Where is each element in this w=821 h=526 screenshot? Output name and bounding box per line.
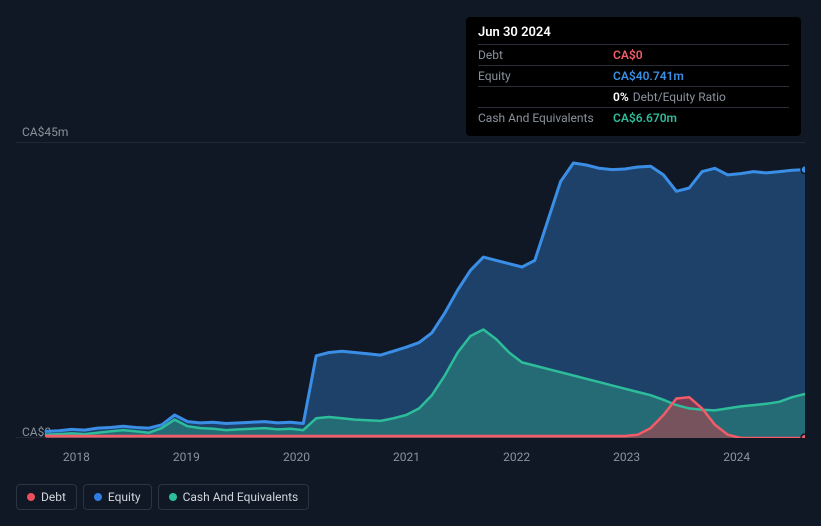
tooltip-row-value: CA$6.670m bbox=[613, 111, 677, 125]
tooltip-row: 0% Debt/Equity Ratio bbox=[478, 86, 789, 107]
x-axis-tick: 2022 bbox=[503, 450, 530, 464]
legend-dot-icon bbox=[169, 493, 177, 501]
legend-item-cash-and-equivalents[interactable]: Cash And Equivalents bbox=[158, 484, 310, 510]
x-axis-tick: 2020 bbox=[283, 450, 310, 464]
x-axis-tick: 2021 bbox=[393, 450, 420, 464]
x-axis-tick: 2024 bbox=[723, 450, 750, 464]
legend-item-equity[interactable]: Equity bbox=[83, 484, 152, 510]
tooltip-row: DebtCA$0 bbox=[478, 44, 789, 65]
x-axis-tick: 2019 bbox=[173, 450, 200, 464]
y-axis-max-label: CA$45m bbox=[22, 125, 68, 139]
legend-item-label: Equity bbox=[108, 490, 141, 504]
legend-item-label: Debt bbox=[41, 490, 66, 504]
tooltip-row-label bbox=[478, 90, 613, 104]
tooltip-row-sublabel: Debt/Equity Ratio bbox=[633, 90, 726, 104]
tooltip-row-label: Debt bbox=[478, 48, 613, 62]
tooltip-date: Jun 30 2024 bbox=[478, 25, 789, 44]
tooltip-row-value: CA$0 bbox=[613, 48, 643, 62]
debt-equity-chart bbox=[16, 142, 805, 438]
legend-dot-icon bbox=[27, 493, 35, 501]
tooltip-row-value: CA$40.741m bbox=[613, 69, 684, 83]
x-axis-tick: 2023 bbox=[613, 450, 640, 464]
tooltip-row-value: 0% bbox=[613, 90, 629, 104]
tooltip-row-label: Cash And Equivalents bbox=[478, 111, 613, 125]
tooltip-row: EquityCA$40.741m bbox=[478, 65, 789, 86]
legend-dot-icon bbox=[94, 493, 102, 501]
legend-item-label: Cash And Equivalents bbox=[183, 490, 299, 504]
chart-legend: Debt Equity Cash And Equivalents bbox=[16, 484, 309, 510]
tooltip-row: Cash And EquivalentsCA$6.670m bbox=[478, 107, 789, 128]
chart-tooltip: Jun 30 2024 DebtCA$0EquityCA$40.741m0%De… bbox=[466, 17, 801, 136]
tooltip-row-label: Equity bbox=[478, 69, 613, 83]
x-axis-tick: 2018 bbox=[63, 450, 90, 464]
legend-item-debt[interactable]: Debt bbox=[16, 484, 77, 510]
